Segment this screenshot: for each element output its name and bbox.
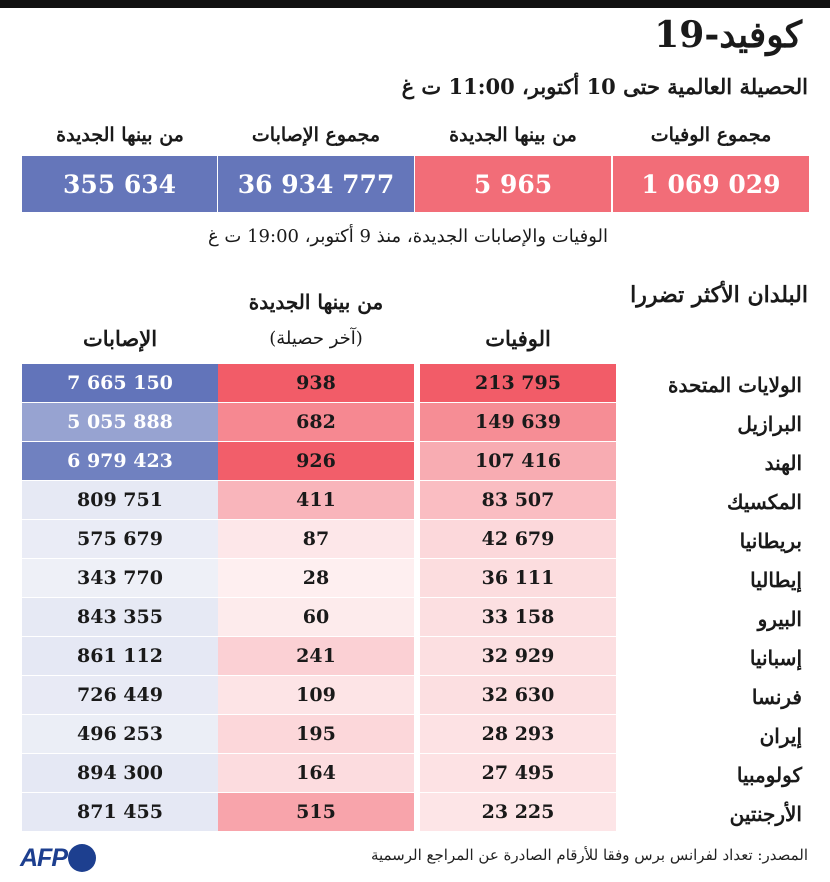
cell-new: 109 — [218, 676, 414, 714]
section-title: البلدان الأكثر تضررا — [630, 282, 808, 308]
new-cases-value: 355 634 — [22, 156, 217, 212]
cell-cases: 6 979 423 — [22, 442, 218, 480]
table-row: 32 929 241 861 112 إسبانيا — [0, 637, 830, 675]
period-note: الوفيات والإصابات الجديدة، منذ 9 أكتوبر،… — [207, 226, 608, 247]
col-header-cases: الإصابات — [82, 326, 158, 351]
label-total-deaths: مجموع الوفيات — [650, 124, 772, 146]
table-row: 149 639 682 5 055 888 البرازيل — [0, 403, 830, 441]
cell-new: 195 — [218, 715, 414, 753]
country-name: الولايات المتحدة — [668, 373, 802, 397]
cell-new: 241 — [218, 637, 414, 675]
country-name: المكسيك — [727, 490, 802, 514]
cell-cases: 7 665 150 — [22, 364, 218, 402]
country-name: إسبانيا — [749, 646, 802, 670]
new-deaths-value: 5 965 — [415, 156, 611, 212]
cell-new: 60 — [218, 598, 414, 636]
page-subtitle: الحصيلة العالمية حتى 10 أكتوبر، 11:00 ت … — [401, 74, 808, 99]
source-note: المصدر: تعداد لفرانس برس وفقا للأرقام ال… — [370, 846, 808, 864]
country-name: إيران — [759, 724, 802, 748]
cell-new: 28 — [218, 559, 414, 597]
cell-new: 164 — [218, 754, 414, 792]
table-row: 23 225 515 871 455 الأرجنتين — [0, 793, 830, 831]
cell-cases: 726 449 — [22, 676, 218, 714]
country-name: فرنسا — [751, 685, 802, 709]
cell-cases: 894 300 — [22, 754, 218, 792]
col-header-new: من بينها الجديدة — [248, 290, 384, 314]
afp-logo-text: AFP — [20, 843, 68, 872]
country-name: البرازيل — [737, 412, 802, 436]
page-title: كوفيد-19 — [654, 14, 802, 56]
cell-new: 926 — [218, 442, 414, 480]
country-name: البيرو — [757, 607, 802, 631]
table-row: 42 679 87 575 679 بريطانيا — [0, 520, 830, 558]
total-deaths-value: 1 069 029 — [613, 156, 809, 212]
cell-new: 938 — [218, 364, 414, 402]
label-total-cases: مجموع الإصابات — [251, 124, 381, 146]
table-row: 33 158 60 843 355 البيرو — [0, 598, 830, 636]
cell-deaths: 23 225 — [420, 793, 616, 831]
cell-deaths: 36 111 — [420, 559, 616, 597]
cell-cases: 496 253 — [22, 715, 218, 753]
cell-cases: 575 679 — [22, 520, 218, 558]
cell-deaths: 33 158 — [420, 598, 616, 636]
table-row: 27 495 164 894 300 كولومبيا — [0, 754, 830, 792]
label-new-cases: من بينها الجديدة — [56, 124, 184, 146]
cell-cases: 871 455 — [22, 793, 218, 831]
country-name: بريطانيا — [739, 529, 802, 553]
cell-deaths: 27 495 — [420, 754, 616, 792]
cell-cases: 809 751 — [22, 481, 218, 519]
cell-cases: 5 055 888 — [22, 403, 218, 441]
cell-deaths: 42 679 — [420, 520, 616, 558]
col-header-new-sub: (آخر حصيلة) — [269, 328, 363, 349]
cell-deaths: 107 416 — [420, 442, 616, 480]
table-row: 83 507 411 809 751 المكسيك — [0, 481, 830, 519]
top-bar — [0, 0, 830, 8]
afp-logo-dot — [68, 844, 96, 872]
cell-deaths: 213 795 — [420, 364, 616, 402]
table-row: 36 111 28 343 770 إيطاليا — [0, 559, 830, 597]
col-header-deaths: الوفيات — [485, 326, 551, 351]
cell-new: 87 — [218, 520, 414, 558]
afp-logo: AFP — [20, 842, 96, 874]
country-name: كولومبيا — [736, 763, 802, 787]
label-new-deaths: من بينها الجديدة — [449, 124, 577, 146]
table-row: 213 795 938 7 665 150 الولايات المتحدة — [0, 364, 830, 402]
country-name: الأرجنتين — [729, 802, 802, 826]
cell-new: 515 — [218, 793, 414, 831]
cell-cases: 861 112 — [22, 637, 218, 675]
cell-cases: 343 770 — [22, 559, 218, 597]
cell-deaths: 83 507 — [420, 481, 616, 519]
cell-new: 411 — [218, 481, 414, 519]
country-name: الهند — [764, 451, 802, 475]
cell-deaths: 32 929 — [420, 637, 616, 675]
cell-deaths: 28 293 — [420, 715, 616, 753]
cell-deaths: 149 639 — [420, 403, 616, 441]
cell-deaths: 32 630 — [420, 676, 616, 714]
table-row: 32 630 109 726 449 فرنسا — [0, 676, 830, 714]
total-cases-value: 36 934 777 — [218, 156, 414, 212]
cell-cases: 843 355 — [22, 598, 218, 636]
country-name: إيطاليا — [750, 568, 802, 592]
table-row: 28 293 195 496 253 إيران — [0, 715, 830, 753]
table-row: 107 416 926 6 979 423 الهند — [0, 442, 830, 480]
cell-new: 682 — [218, 403, 414, 441]
